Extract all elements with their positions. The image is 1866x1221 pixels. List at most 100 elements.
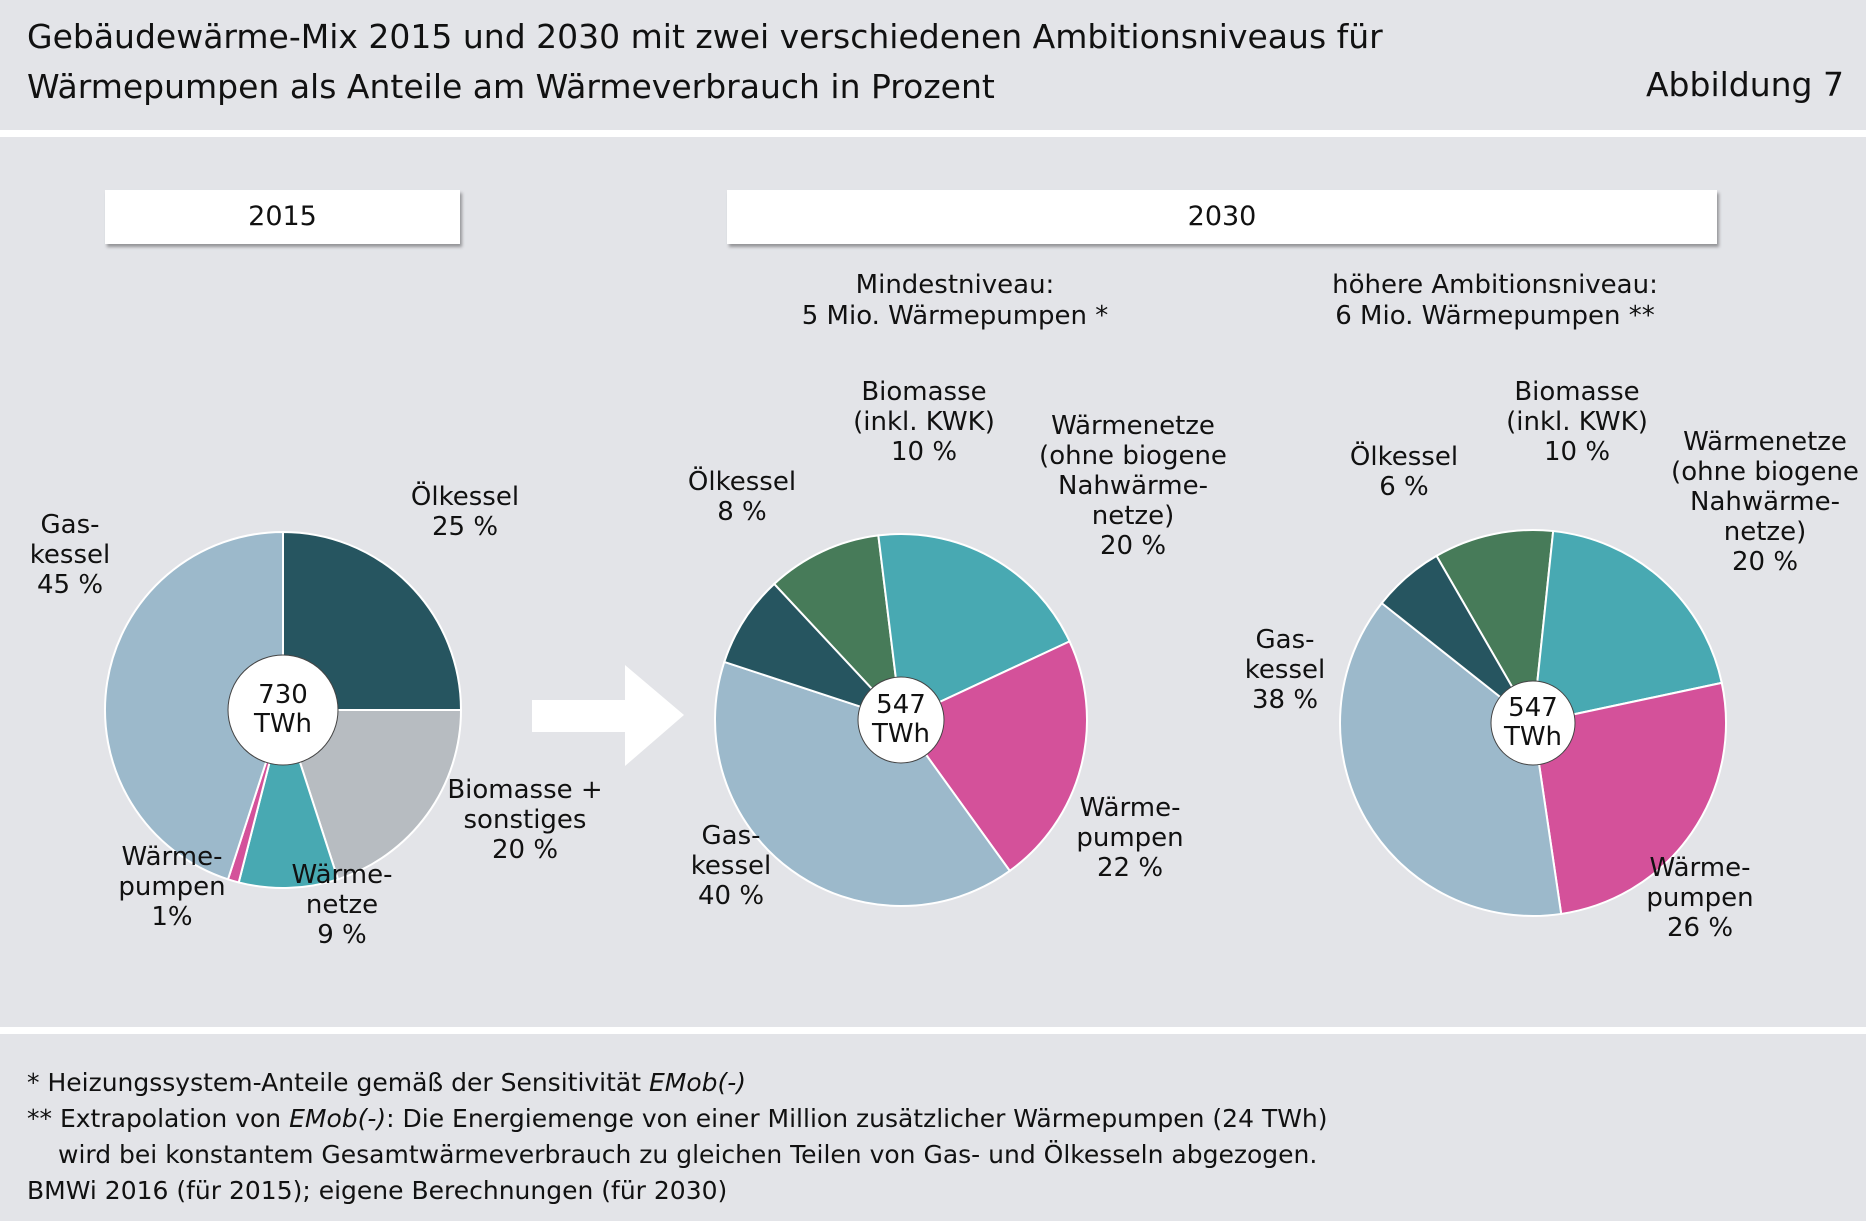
slice-label-line: 20 % bbox=[1099, 531, 1167, 561]
slice-label-line: pumpen bbox=[1076, 823, 1184, 853]
slice-label-line: pumpen bbox=[1646, 883, 1754, 913]
slice-label-line: (ohne biogene bbox=[1671, 457, 1859, 487]
pie-slice-biomasse_sonstiges bbox=[281, 709, 463, 881]
slice-label-line: Wärme- bbox=[1079, 793, 1181, 823]
subhead-hoehere-line2: 6 Mio. Wärmepumpen ** bbox=[1335, 301, 1655, 331]
subhead-mindestniveau-line1: Mindestniveau: bbox=[855, 270, 1055, 300]
pie-chart-3 bbox=[1339, 529, 1727, 917]
center-total-line: 547 bbox=[876, 690, 926, 720]
slice-label-gaskessel: Gas-kessel 40 % bbox=[581, 821, 881, 911]
slice-label-line: Gas- bbox=[701, 821, 761, 851]
slice-label-line: (ohne biogene bbox=[1039, 441, 1227, 471]
slice-label-gaskessel: Gas-kessel 45 % bbox=[0, 510, 220, 600]
slice-label-oelkessel: Ölkessel 25 % bbox=[315, 482, 615, 542]
slice-label-line: Ölkessel bbox=[410, 482, 520, 512]
center-total-line: TWh bbox=[871, 719, 931, 749]
slice-label-line: Biomasse + bbox=[447, 775, 603, 805]
slice-label-line: Gas- bbox=[40, 510, 100, 540]
slice-label-oelkessel: Ölkessel 8 % bbox=[592, 467, 892, 527]
pie-slice-oelkessel bbox=[1380, 554, 1534, 724]
slice-label-line: 20 % bbox=[491, 835, 559, 865]
slice-label-biomasse: Biomasse (inkl. KWK) 10 % bbox=[1427, 377, 1727, 467]
slice-label-line: 38 % bbox=[1251, 685, 1319, 715]
slice-label-line: Wärme- bbox=[121, 842, 223, 872]
footnote-2: ** Extrapolation von EMob(-): Die Energi… bbox=[27, 1101, 1328, 1137]
pie-slice-gaskessel bbox=[714, 660, 1012, 907]
pie-center-total: 547 TWh bbox=[1473, 694, 1593, 752]
pie-slice-waermenetze bbox=[1531, 529, 1723, 725]
pie-center-circle bbox=[1490, 680, 1576, 766]
slice-label-line: 10 % bbox=[1543, 437, 1611, 467]
transition-arrow-icon bbox=[532, 665, 684, 766]
footnote-1-text: * Heizungssystem-Anteile gemäß der Sensi… bbox=[27, 1068, 649, 1097]
slice-label-line: 40 % bbox=[697, 881, 765, 911]
top-divider bbox=[0, 130, 1866, 137]
slice-label-line: 25 % bbox=[431, 512, 499, 542]
slice-label-line: netze) bbox=[1091, 501, 1175, 531]
center-total-line: TWh bbox=[1503, 722, 1563, 752]
slice-label-line: 1% bbox=[151, 902, 193, 932]
bottom-divider bbox=[0, 1027, 1866, 1034]
slice-label-line: (inkl. KWK) bbox=[1506, 407, 1648, 437]
pie-slice-biomasse bbox=[772, 534, 903, 723]
slice-label-line: 6 % bbox=[1379, 472, 1429, 502]
title-line-1: Gebäudewärme-Mix 2015 und 2030 mit zwei … bbox=[27, 17, 1383, 56]
subhead-mindestniveau-line2: 5 Mio. Wärmepumpen * bbox=[801, 301, 1109, 331]
pie-center-total: 730 TWh bbox=[223, 681, 343, 739]
slice-label-line: 26 % bbox=[1666, 913, 1734, 943]
pie-slice-gaskessel bbox=[1339, 601, 1563, 917]
slice-label-line: Ölkessel bbox=[687, 467, 797, 497]
slice-label-line: 20 % bbox=[1731, 547, 1799, 577]
slice-label-waermenetze: Wärmenetze (ohne biogene Nahwärme-netze) 20… bbox=[983, 411, 1283, 561]
slice-label-line: netze) bbox=[1723, 517, 1807, 547]
slice-label-waermepumpen: Wärme-pumpen 26 % bbox=[1550, 853, 1850, 943]
slice-label-oelkessel: Ölkessel 6 % bbox=[1254, 442, 1554, 502]
center-total-line: 730 bbox=[258, 680, 308, 710]
subhead-hoehere-ambition: höhere Ambitionsniveau: 6 Mio. Wärmepump… bbox=[1295, 270, 1695, 332]
slice-label-waermepumpen: Wärme-pumpen 1% bbox=[22, 842, 322, 932]
slice-label-line: (inkl. KWK) bbox=[853, 407, 995, 437]
year-box-2015: 2015 bbox=[105, 190, 460, 244]
pie-center-circle bbox=[227, 654, 339, 766]
slice-label-line: Nahwärme- bbox=[1058, 471, 1208, 501]
center-total-line: TWh bbox=[253, 709, 313, 739]
pie-center-total: 547 TWh bbox=[841, 691, 961, 749]
slice-label-line: kessel bbox=[690, 851, 772, 881]
footnote-2-rest: : Die Energiemenge von einer Million zus… bbox=[386, 1104, 1328, 1133]
slice-label-line: kessel bbox=[1244, 655, 1326, 685]
header: Gebäudewärme-Mix 2015 und 2030 mit zwei … bbox=[0, 0, 1866, 130]
pie-slice-waermenetze bbox=[237, 706, 340, 889]
slice-label-line: 8 % bbox=[717, 497, 767, 527]
footnote-3: wird bei konstantem Gesamtwärmeverbrauch… bbox=[58, 1140, 1318, 1169]
slice-label-line: Ölkessel bbox=[1349, 442, 1459, 472]
slice-label-line: Gas- bbox=[1255, 625, 1315, 655]
pie-slice-waermepumpen bbox=[1531, 681, 1727, 916]
slice-label-line: Wärmenetze bbox=[1051, 411, 1215, 441]
pie-slice-waermepumpen bbox=[899, 640, 1088, 873]
title-line-2: Wärmepumpen als Anteile am Wärmeverbrauc… bbox=[27, 67, 995, 106]
footnote-source: BMWi 2016 (für 2015); eigene Berechnunge… bbox=[27, 1176, 728, 1205]
slice-label-waermepumpen: Wärme-pumpen 22 % bbox=[980, 793, 1280, 883]
footnote-2-prefix: ** Extrapolation von bbox=[27, 1104, 290, 1133]
slice-label-line: netze bbox=[305, 890, 379, 920]
slice-label-waermenetze: Wärmenetze (ohne biogene Nahwärme-netze) 20… bbox=[1615, 427, 1866, 577]
slice-label-line: 9 % bbox=[317, 920, 367, 950]
slice-label-line: Wärme- bbox=[291, 860, 393, 890]
pie-chart-1 bbox=[104, 530, 463, 889]
year-box-2030: 2030 bbox=[727, 190, 1717, 244]
footnotes: * Heizungssystem-Anteile gemäß der Sensi… bbox=[27, 1065, 1328, 1209]
footnote-2-italic: EMob(-) bbox=[289, 1104, 387, 1133]
slice-label-line: Biomasse bbox=[861, 377, 987, 407]
pie-slice-biomasse bbox=[1435, 529, 1555, 727]
slice-label-line: Nahwärme- bbox=[1690, 487, 1840, 517]
slice-label-line: 45 % bbox=[36, 570, 104, 600]
pie-slice-oelkessel bbox=[723, 582, 902, 721]
center-total-line: 547 bbox=[1508, 693, 1558, 723]
slice-label-biomasse_sonstiges: Biomasse + sonstiges 20 % bbox=[375, 775, 675, 865]
subhead-hoehere-line1: höhere Ambitionsniveau: bbox=[1332, 270, 1658, 300]
slice-label-line: Biomasse bbox=[1514, 377, 1640, 407]
slice-label-line: Wärme- bbox=[1649, 853, 1751, 883]
pie-center-circle bbox=[857, 676, 945, 764]
subhead-mindestniveau: Mindestniveau: 5 Mio. Wärmepumpen * bbox=[755, 270, 1155, 332]
